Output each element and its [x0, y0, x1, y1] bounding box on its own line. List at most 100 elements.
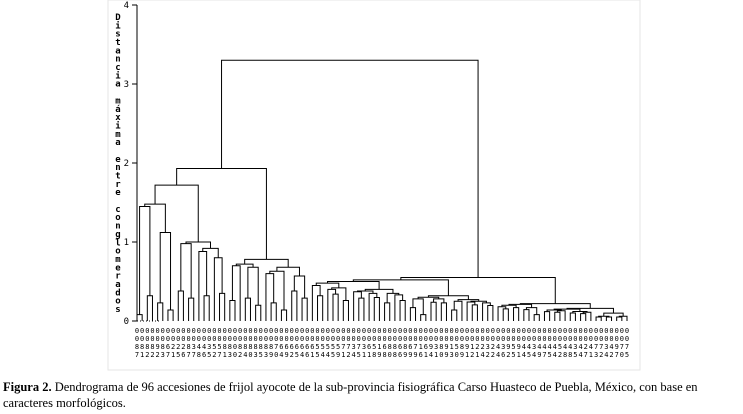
leaf-label-char: 0: [501, 327, 505, 335]
leaf-label-char: 0: [465, 335, 469, 343]
leaf-label-char: 0: [346, 327, 350, 335]
leaf-label-char: 2: [181, 343, 185, 351]
leaf-label-char: 3: [161, 351, 165, 359]
leaf-label-char: 0: [625, 327, 629, 335]
leaf-label-char: 2: [290, 351, 294, 359]
leaf-label-char: 5: [331, 343, 335, 351]
leaf-label-char: 0: [140, 335, 144, 343]
leaf-label-char: 0: [331, 327, 335, 335]
leaf-label-char: 0: [563, 335, 567, 343]
leaf-label-char: 0: [455, 327, 459, 335]
leaf-label-char: 4: [321, 351, 325, 359]
leaf-label-char: 9: [444, 343, 448, 351]
y-axis-label-char: a: [115, 46, 120, 56]
leaf-label-char: 0: [248, 327, 252, 335]
leaf-label-char: 9: [615, 343, 619, 351]
leaf-label-char: 7: [542, 351, 546, 359]
leaf-label-char: 0: [475, 327, 479, 335]
leaf-label-char: 7: [341, 343, 345, 351]
y-axis-label-char: n: [115, 163, 120, 173]
y-axis-label-char: a: [115, 280, 120, 290]
leaf-label-char: 5: [372, 343, 376, 351]
leaf-label-char: 4: [197, 343, 201, 351]
leaf-label-char: 0: [491, 335, 495, 343]
leaf-label-char: 9: [444, 351, 448, 359]
leaf-label-char: 6: [382, 343, 386, 351]
leaf-label-char: 0: [212, 327, 216, 335]
leaf-label-char: 3: [486, 343, 490, 351]
leaf-label-char: 4: [568, 343, 572, 351]
leaf-label-char: 0: [532, 335, 536, 343]
leaf-label-char: 2: [491, 351, 495, 359]
y-tick-label: 1: [124, 238, 129, 248]
dendrogram-branch: [221, 59, 479, 278]
leaf-label-char: 6: [367, 343, 371, 351]
leaf-label-char: 9: [403, 351, 407, 359]
leaf-label-char: 9: [465, 343, 469, 351]
leaf-label-char: 4: [202, 343, 206, 351]
leaf-label-char: 0: [542, 327, 546, 335]
leaf-label-char: 0: [568, 335, 572, 343]
leaf-label-char: 7: [625, 343, 629, 351]
leaf-label-char: 3: [501, 343, 505, 351]
leaf-label-char: 0: [517, 327, 521, 335]
leaf-label-char: 0: [233, 343, 237, 351]
leaf-label-char: 5: [217, 343, 221, 351]
leaf-label-char: 0: [197, 335, 201, 343]
leaf-label-char: 0: [176, 335, 180, 343]
leaf-label-char: 3: [594, 351, 598, 359]
leaf-label-char: 0: [181, 335, 185, 343]
leaf-label-char: 1: [377, 343, 381, 351]
leaf-label-char: 0: [362, 327, 366, 335]
leaf-label-char: 0: [352, 327, 356, 335]
leaf-label-char: 0: [403, 327, 407, 335]
leaf-label-char: 0: [223, 327, 227, 335]
y-axis-label-char: s: [115, 30, 120, 40]
y-axis-label-char: m: [115, 255, 121, 265]
leaf-label-char: 0: [470, 335, 474, 343]
leaf-label-char: 0: [341, 327, 345, 335]
leaf-label-char: 0: [413, 327, 417, 335]
leaf-label-char: 0: [171, 335, 175, 343]
leaf-label-char: 8: [403, 343, 407, 351]
leaf-label-char: 4: [429, 351, 433, 359]
leaf-label-char: 0: [450, 335, 454, 343]
leaf-label-char: 0: [439, 351, 443, 359]
leaf-label-char: 0: [264, 327, 268, 335]
leaf-label-char: 0: [439, 335, 443, 343]
leaf-label-char: 0: [305, 327, 309, 335]
leaf-label-char: 0: [150, 335, 154, 343]
leaf-label-char: 8: [150, 343, 154, 351]
leaf-label-char: 0: [233, 351, 237, 359]
leaf-label-char: 0: [480, 335, 484, 343]
leaf-label-char: 0: [408, 335, 412, 343]
leaf-label-char: 0: [336, 327, 340, 335]
leaf-label-char: 0: [197, 327, 201, 335]
leaf-label-char: 4: [496, 351, 500, 359]
leaf-label-char: 1: [424, 351, 428, 359]
leaf-label-char: 0: [424, 327, 428, 335]
leaf-label-char: 0: [372, 335, 376, 343]
leaf-label-char: 0: [553, 335, 557, 343]
leaf-label-char: 0: [455, 335, 459, 343]
leaf-label-char: 2: [176, 343, 180, 351]
leaf-label-char: 0: [527, 335, 531, 343]
leaf-label-char: 0: [563, 327, 567, 335]
leaf-label-char: 0: [202, 335, 206, 343]
leaf-label-char: 5: [511, 343, 515, 351]
y-axis-label-char: g: [115, 230, 120, 240]
y-tick-label: 2: [124, 159, 129, 169]
leaf-label-char: 0: [331, 335, 335, 343]
leaf-label-char: 0: [548, 335, 552, 343]
y-axis-label-char: m: [115, 96, 121, 106]
leaf-label-char: 0: [578, 335, 582, 343]
leaf-label-char: 7: [166, 351, 170, 359]
leaf-label-char: 0: [274, 327, 278, 335]
leaf-label-char: 6: [424, 343, 428, 351]
dendrogram-branch: [554, 311, 561, 321]
leaf-label-char: 7: [413, 343, 417, 351]
leaf-label-char: 1: [465, 351, 469, 359]
leaf-label-char: 2: [480, 343, 484, 351]
leaf-label-char: 7: [135, 351, 139, 359]
